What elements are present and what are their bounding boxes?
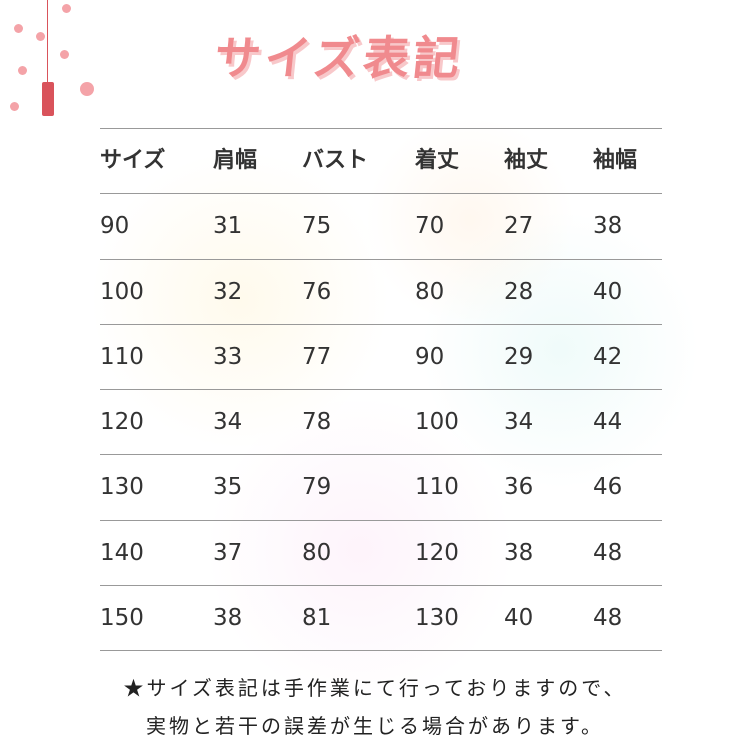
table-cell: 110 <box>415 474 459 501</box>
table-row: 140 37 80 120 38 48 <box>100 519 662 585</box>
blossom-icon <box>18 66 27 75</box>
table-cell: 29 <box>504 343 534 370</box>
table-cell: 100 <box>100 278 144 305</box>
page-title: サイズ表記 <box>211 31 467 85</box>
table-cell: 34 <box>213 409 243 436</box>
table-cell: 75 <box>302 213 332 240</box>
table-cell: 40 <box>504 605 534 632</box>
table-cell: 46 <box>593 474 623 501</box>
blossom-icon <box>80 82 94 96</box>
table-cell: 38 <box>504 539 534 566</box>
table-cell: 37 <box>213 539 243 566</box>
table-cell: 120 <box>100 409 144 436</box>
table-cell: 120 <box>415 539 459 566</box>
table-cell: 110 <box>100 343 144 370</box>
table-header-row: サイズ 肩幅 バスト 着丈 袖丈 袖幅 <box>100 128 662 193</box>
table-cell: 80 <box>415 278 445 305</box>
table-cell: 34 <box>504 409 534 436</box>
header-cell: 袖丈 <box>504 148 549 173</box>
table-cell: 130 <box>100 474 144 501</box>
header-cell: 肩幅 <box>213 148 258 173</box>
table-cell: 140 <box>100 539 144 566</box>
chime-charm <box>42 82 54 116</box>
table-cell: 70 <box>415 213 445 240</box>
blossom-icon <box>62 4 71 13</box>
table-cell: 32 <box>213 278 243 305</box>
table-cell: 42 <box>593 343 623 370</box>
table-body: 90 31 75 70 27 38 100 32 76 80 28 40 110 33 77 90 29 42 12… <box>100 193 662 652</box>
table-cell: 100 <box>415 409 459 436</box>
table-cell: 48 <box>593 539 623 566</box>
table-cell: 80 <box>302 539 332 566</box>
table-cell: 81 <box>302 605 332 632</box>
table-cell: 78 <box>302 409 332 436</box>
table-cell: 27 <box>504 213 534 240</box>
note-line-2: 実物と若干の誤差が生じる場合があります。 <box>146 714 604 738</box>
table-cell: 130 <box>415 605 459 632</box>
table-row: 110 33 77 90 29 42 <box>100 323 662 389</box>
wind-chime-decoration <box>0 0 120 130</box>
table-cell: 40 <box>593 278 623 305</box>
table-cell: 31 <box>213 213 243 240</box>
header-cell: 袖幅 <box>593 148 638 173</box>
header-cell: 着丈 <box>415 148 460 173</box>
table-cell: 90 <box>415 343 445 370</box>
blossom-icon <box>60 50 69 59</box>
note-line-1: ★サイズ表記は手作業にて行っておりますので、 <box>123 676 627 700</box>
table-cell: 48 <box>593 605 623 632</box>
table-cell: 76 <box>302 278 332 305</box>
table-row: 100 32 76 80 28 40 <box>100 258 662 324</box>
size-table: サイズ 肩幅 バスト 着丈 袖丈 袖幅 90 31 75 70 27 38 100 32 76 8… <box>100 128 662 652</box>
table-cell: 35 <box>213 474 243 501</box>
blossom-icon <box>10 102 19 111</box>
table-row: 130 35 79 110 36 46 <box>100 454 662 519</box>
table-cell: 90 <box>100 213 130 240</box>
chime-string <box>47 0 48 84</box>
table-cell: 79 <box>302 474 332 501</box>
table-cell: 36 <box>504 474 534 501</box>
table-cell: 38 <box>593 213 623 240</box>
table-cell: 150 <box>100 605 144 632</box>
blossom-icon <box>14 24 23 33</box>
table-cell: 38 <box>213 605 243 632</box>
header-cell: サイズ <box>100 148 166 173</box>
table-cell: 33 <box>213 343 243 370</box>
table-row: 120 34 78 100 34 44 <box>100 389 662 454</box>
table-cell: 28 <box>504 278 534 305</box>
table-row: 90 31 75 70 27 38 <box>100 193 662 258</box>
blossom-icon <box>36 32 45 41</box>
table-cell: 44 <box>593 409 623 436</box>
table-cell: 77 <box>302 343 332 370</box>
header-cell: バスト <box>302 148 369 173</box>
table-row: 150 38 81 130 40 48 <box>100 585 662 652</box>
